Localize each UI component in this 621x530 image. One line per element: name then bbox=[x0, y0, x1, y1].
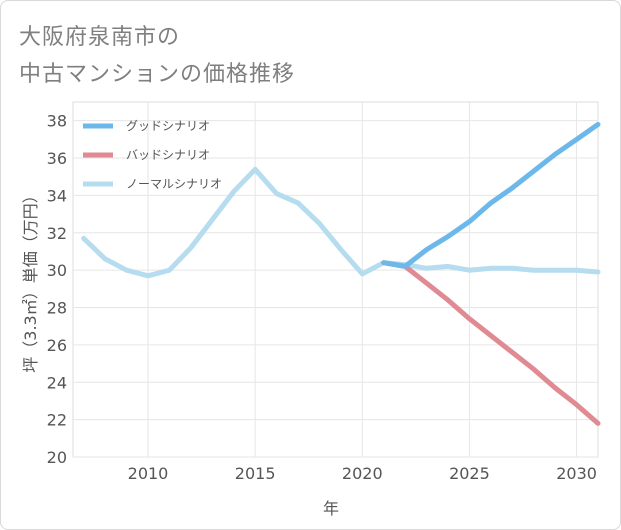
x-tick-label: 2010 bbox=[128, 464, 169, 483]
plot-area bbox=[72, 101, 599, 458]
legend-label: バッドシナリオ bbox=[126, 148, 210, 162]
series-line-normal bbox=[81, 166, 601, 279]
x-tick-labels: 2010 2015 2020 2025 2030 bbox=[128, 464, 597, 483]
x-tick-label: 2015 bbox=[235, 464, 276, 483]
y-tick-label: 20 bbox=[47, 448, 67, 467]
chart-title-line2: 中古マンションの価格推移 bbox=[19, 62, 296, 87]
x-axis-label: 年 bbox=[323, 499, 339, 518]
x-tick-label: 2020 bbox=[342, 464, 383, 483]
legend-label: ノーマルシナリオ bbox=[126, 177, 222, 191]
y-tick-label: 22 bbox=[47, 411, 67, 430]
y-tick-label: 28 bbox=[47, 299, 67, 318]
y-tick-label: 30 bbox=[47, 261, 67, 280]
grid-lines bbox=[73, 102, 598, 458]
chart-title-line1: 大阪府泉南市の bbox=[19, 25, 181, 50]
series-line-good bbox=[381, 121, 601, 269]
x-tick-label: 2025 bbox=[449, 464, 490, 483]
y-axis-label: 坪（3.3㎡）単価（万円） bbox=[21, 187, 40, 372]
y-tick-label: 36 bbox=[47, 149, 67, 168]
y-tick-label: 26 bbox=[47, 336, 67, 355]
y-tick-label: 34 bbox=[47, 186, 67, 205]
legend-label: グッドシナリオ bbox=[126, 119, 210, 133]
series-lines bbox=[81, 121, 601, 426]
y-tick-label: 24 bbox=[47, 373, 67, 392]
series-line-bad bbox=[381, 260, 601, 426]
x-tick-label: 2030 bbox=[556, 464, 597, 483]
y-tick-label: 38 bbox=[47, 112, 67, 131]
y-tick-labels: 20 22 24 26 28 30 32 34 36 38 bbox=[47, 112, 67, 467]
y-tick-label: 32 bbox=[47, 224, 67, 243]
